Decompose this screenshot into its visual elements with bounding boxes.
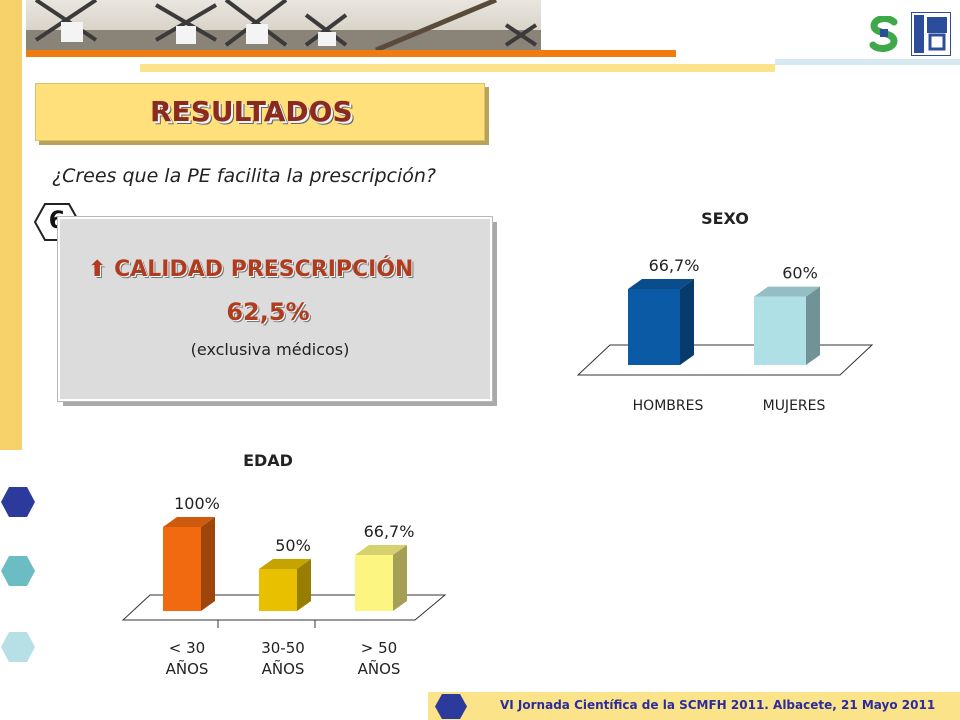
footer-caption: VI Jornada Científica de la SCMFH 2011. … xyxy=(500,698,936,712)
edad-bar-top xyxy=(259,559,311,569)
hospital-logo xyxy=(911,12,951,56)
up-arrow-icon: ⬆ xyxy=(88,257,107,282)
quality-note: (exclusiva médicos) xyxy=(190,340,350,359)
sexo-data-label: 66,7% xyxy=(649,256,700,275)
edad-data-label: 66,7% xyxy=(364,522,415,541)
edad-category-label: > 50 xyxy=(361,639,397,657)
hospital-logo-image xyxy=(914,15,947,53)
edad-bar-front xyxy=(355,554,393,611)
banner-stripe-yellow xyxy=(140,64,775,72)
sexo-chart: SEXO 66,7% 60% HOMBRES MUJERES xyxy=(576,209,874,414)
edad-category-label: AÑOS xyxy=(262,659,305,678)
banner-stripe-blue xyxy=(775,59,960,65)
edad-chart-title: EDAD xyxy=(243,451,293,470)
hexagon-decoration-lightblue xyxy=(1,632,35,662)
sexo-chart-floor xyxy=(576,344,874,376)
sexo-category-label: MUJERES xyxy=(763,398,826,414)
edad-bar-front xyxy=(163,527,201,611)
footer-bar xyxy=(428,692,960,720)
quality-result-box xyxy=(57,216,493,402)
title-box xyxy=(35,83,485,141)
survey-question: ¿Crees que la PE facilita la prescripció… xyxy=(52,165,437,187)
sexo-bar-front xyxy=(628,289,680,365)
sexo-category-label: HOMBRES xyxy=(633,398,704,414)
sexo-chart-title: SEXO xyxy=(701,209,749,228)
hexagon-decoration-navy xyxy=(1,487,35,517)
scmfh-logo xyxy=(869,16,898,52)
sexo-bar-front xyxy=(754,296,806,365)
quality-heading-text: CALIDAD PRESCRIPCIÓN xyxy=(114,257,414,282)
edad-bar xyxy=(355,544,407,611)
edad-bar-front xyxy=(259,569,297,611)
edad-chart: EDAD 100% 50% 66,7% < 30 AÑOS 30-50 AÑOS > 50 A… xyxy=(121,451,447,678)
quality-heading: ⬆ CALIDAD PRESCRIPCIÓN xyxy=(58,257,488,282)
edad-bar xyxy=(163,517,215,611)
edad-bar-top xyxy=(163,517,215,527)
edad-bar-side xyxy=(393,544,407,611)
sexo-bar-side xyxy=(680,279,694,365)
sexo-bar-top xyxy=(628,279,694,289)
sexo-bar xyxy=(754,286,820,365)
banner-stripe-orange xyxy=(26,50,676,57)
edad-bar-side xyxy=(297,559,311,611)
sexo-data-label: 60% xyxy=(782,264,818,283)
edad-bar-top xyxy=(355,544,407,555)
edad-category-label: AÑOS xyxy=(358,659,401,678)
edad-category-label: < 30 xyxy=(169,639,205,657)
edad-bar xyxy=(259,559,311,611)
edad-category-label: AÑOS xyxy=(166,659,209,678)
edad-data-label: 100% xyxy=(174,494,220,513)
edad-data-label: 50% xyxy=(275,536,311,555)
edad-category-label: 30-50 xyxy=(261,639,305,657)
windmill-banner-image xyxy=(26,0,541,50)
windmill-banner xyxy=(26,0,541,50)
footer-hexagon xyxy=(435,694,467,719)
sexo-bar-side xyxy=(806,286,820,365)
page-title: RESULTADOS xyxy=(150,95,353,128)
quality-percentage: 62,5% xyxy=(226,298,310,326)
sexo-bar xyxy=(628,279,694,365)
hexagon-decoration-teal xyxy=(1,556,35,586)
sexo-bar-top xyxy=(754,286,820,297)
left-accent-bar xyxy=(0,0,22,450)
edad-bar-side xyxy=(201,517,215,611)
